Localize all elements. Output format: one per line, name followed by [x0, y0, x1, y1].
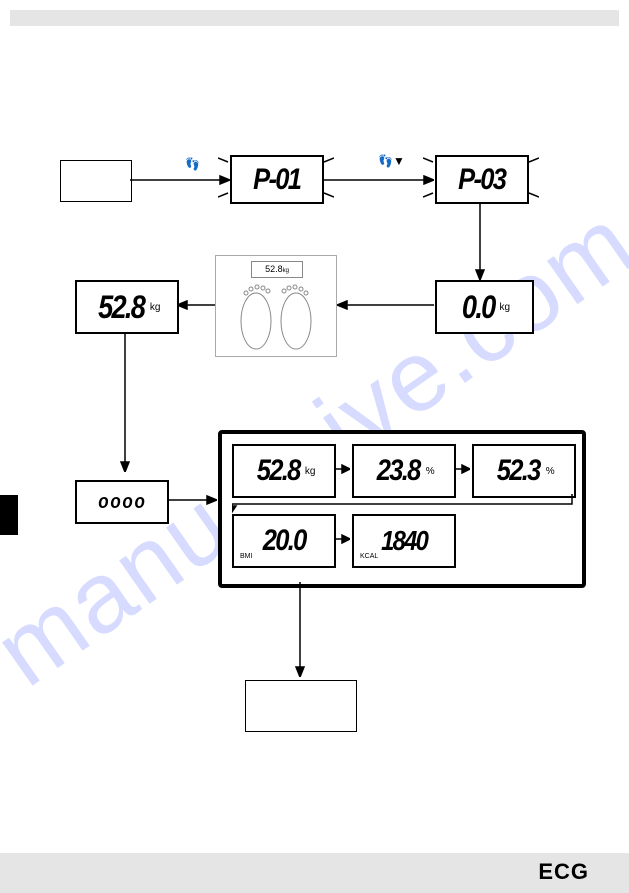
- result-fat-text: 23.8: [377, 454, 420, 488]
- zero-unit: kg: [499, 302, 510, 313]
- arrow-start-p01: [130, 175, 230, 185]
- results-frame: 52.8 kg 23.8 % 52.3 % BMI 20.0 KCAL 1840: [218, 430, 586, 588]
- p01-flash: [218, 150, 334, 205]
- arrow-results-end: [295, 582, 305, 677]
- foot-icon-1: 👣: [185, 158, 200, 170]
- result-weight: 52.8 kg: [232, 444, 336, 498]
- arrow-p01-p03: [322, 175, 434, 185]
- p03-flash: [423, 150, 539, 205]
- scale-mini-text: 52.8: [265, 264, 283, 274]
- result-fat: 23.8 %: [352, 444, 456, 498]
- brand-logo: ECG: [538, 859, 589, 885]
- weight-text: 52.8: [98, 289, 144, 326]
- bottom-bar: ECG: [0, 853, 629, 893]
- result-fat-unit: %: [426, 466, 435, 477]
- result-water-unit: %: [546, 466, 555, 477]
- result-bmi: BMI 20.0: [232, 514, 336, 568]
- display-weight: 52.8 kg: [75, 280, 179, 334]
- weight-unit: kg: [150, 302, 161, 313]
- side-tab: [0, 495, 18, 535]
- foot-icon-2: 👣▼: [378, 155, 405, 167]
- display-calc: oooo: [75, 480, 169, 524]
- arrow-p03-zero: [475, 202, 485, 280]
- zero-text: 0.0: [462, 289, 495, 326]
- result-water: 52.3 %: [472, 444, 576, 498]
- arrow-weight-calc: [120, 332, 130, 472]
- arrow-res-3-4: [232, 494, 574, 516]
- result-weight-text: 52.8: [256, 454, 299, 488]
- result-bmi-text: 20.0: [263, 524, 306, 558]
- arrow-calc-results: [167, 495, 217, 505]
- result-water-text: 52.3: [497, 454, 540, 488]
- result-kcal-text: 1840: [381, 525, 427, 557]
- arrow-zero-scale: [337, 300, 434, 310]
- result-bmi-label: BMI: [240, 553, 252, 560]
- calc-text: oooo: [98, 491, 146, 514]
- result-kcal: KCAL 1840: [352, 514, 456, 568]
- end-box: [245, 680, 357, 732]
- top-bar: [10, 10, 619, 26]
- feet-outline: [231, 281, 321, 351]
- display-zero: 0.0 kg: [435, 280, 534, 334]
- arrow-res-2-3: [454, 464, 470, 474]
- arrow-res-1-2: [334, 464, 350, 474]
- scale-illustration: 52.8kg: [215, 255, 337, 357]
- scale-mini-unit: kg: [283, 268, 289, 274]
- result-weight-unit: kg: [305, 466, 316, 477]
- result-kcal-label: KCAL: [360, 553, 378, 560]
- arrow-scale-weight: [177, 300, 215, 310]
- arrow-res-4-5: [334, 534, 350, 544]
- start-box: [60, 160, 132, 202]
